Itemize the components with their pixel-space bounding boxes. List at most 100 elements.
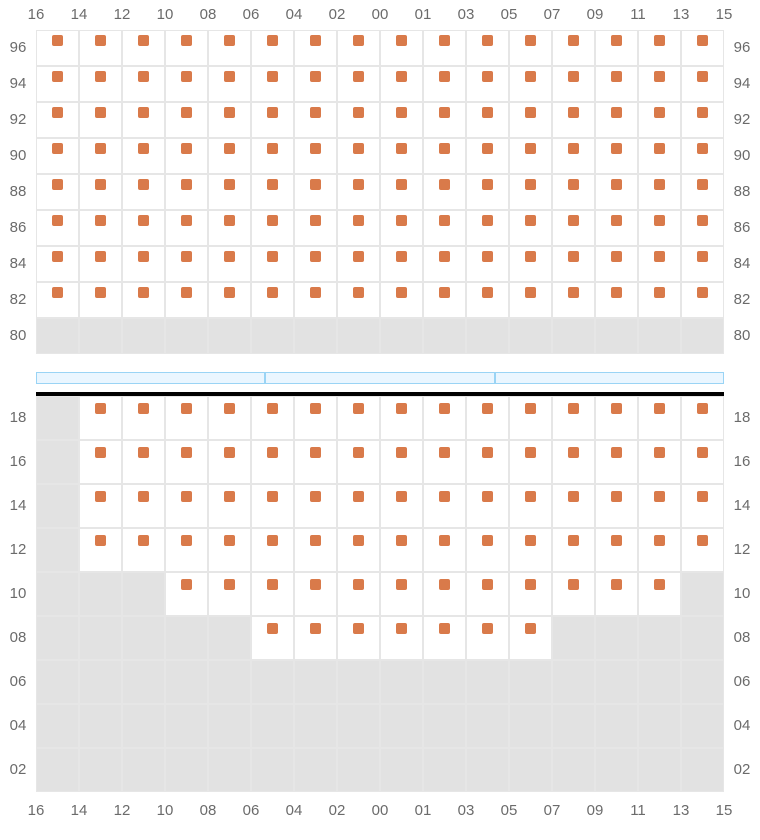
seat-marker[interactable] [525,179,536,190]
seat-marker[interactable] [138,251,149,262]
seat-marker[interactable] [353,287,364,298]
seat-marker[interactable] [95,403,106,414]
seat-marker[interactable] [181,491,192,502]
seat-marker[interactable] [568,251,579,262]
seat-marker[interactable] [310,251,321,262]
seat-marker[interactable] [697,287,708,298]
seat-marker[interactable] [181,35,192,46]
seat-marker[interactable] [396,251,407,262]
seat-marker[interactable] [353,623,364,634]
seat-marker[interactable] [267,215,278,226]
seat-marker[interactable] [267,623,278,634]
seat-marker[interactable] [697,491,708,502]
seat-marker[interactable] [611,107,622,118]
seat-marker[interactable] [224,447,235,458]
seat-marker[interactable] [568,491,579,502]
seat-marker[interactable] [654,35,665,46]
seat-marker[interactable] [224,143,235,154]
seat-marker[interactable] [224,71,235,82]
seat-marker[interactable] [138,143,149,154]
seat-marker[interactable] [697,179,708,190]
seat-marker[interactable] [310,287,321,298]
seat-marker[interactable] [525,535,536,546]
seat-marker[interactable] [52,287,63,298]
seat-marker[interactable] [439,535,450,546]
seat-marker[interactable] [439,447,450,458]
seat-marker[interactable] [224,215,235,226]
seat-marker[interactable] [611,447,622,458]
seat-marker[interactable] [525,35,536,46]
seat-marker[interactable] [95,143,106,154]
seat-marker[interactable] [525,491,536,502]
seat-marker[interactable] [396,287,407,298]
seat-marker[interactable] [224,107,235,118]
seat-marker[interactable] [353,179,364,190]
seat-marker[interactable] [611,71,622,82]
seat-marker[interactable] [138,447,149,458]
seat-marker[interactable] [525,287,536,298]
seat-marker[interactable] [482,251,493,262]
seat-marker[interactable] [138,215,149,226]
seat-marker[interactable] [310,179,321,190]
seat-marker[interactable] [267,143,278,154]
seat-marker[interactable] [654,447,665,458]
seat-marker[interactable] [654,579,665,590]
seat-marker[interactable] [267,579,278,590]
seat-marker[interactable] [482,179,493,190]
seat-marker[interactable] [353,71,364,82]
seat-marker[interactable] [611,251,622,262]
seat-marker[interactable] [396,491,407,502]
seat-marker[interactable] [611,179,622,190]
seat-marker[interactable] [611,579,622,590]
seat-marker[interactable] [568,143,579,154]
seat-marker[interactable] [568,107,579,118]
seat-marker[interactable] [697,35,708,46]
seat-marker[interactable] [353,579,364,590]
seat-marker[interactable] [568,287,579,298]
seat-marker[interactable] [654,403,665,414]
seat-marker[interactable] [181,535,192,546]
seat-marker[interactable] [267,491,278,502]
seat-marker[interactable] [439,403,450,414]
seat-marker[interactable] [310,403,321,414]
seat-marker[interactable] [697,535,708,546]
seat-marker[interactable] [353,215,364,226]
seat-marker[interactable] [439,491,450,502]
seat-marker[interactable] [224,491,235,502]
seat-marker[interactable] [568,403,579,414]
seat-marker[interactable] [654,215,665,226]
seat-marker[interactable] [654,71,665,82]
seat-marker[interactable] [95,179,106,190]
seat-marker[interactable] [95,107,106,118]
seat-marker[interactable] [396,403,407,414]
seat-marker[interactable] [224,579,235,590]
seat-marker[interactable] [568,71,579,82]
seat-marker[interactable] [611,535,622,546]
seat-marker[interactable] [310,535,321,546]
seat-marker[interactable] [138,179,149,190]
seat-marker[interactable] [439,143,450,154]
seat-marker[interactable] [52,251,63,262]
seat-marker[interactable] [482,107,493,118]
seat-marker[interactable] [568,535,579,546]
seat-marker[interactable] [697,143,708,154]
seat-marker[interactable] [697,215,708,226]
seat-marker[interactable] [52,143,63,154]
seat-marker[interactable] [525,107,536,118]
seat-marker[interactable] [181,215,192,226]
seat-marker[interactable] [568,447,579,458]
seat-marker[interactable] [482,491,493,502]
seat-marker[interactable] [138,491,149,502]
seat-marker[interactable] [267,287,278,298]
seat-marker[interactable] [439,287,450,298]
seat-marker[interactable] [396,623,407,634]
seat-marker[interactable] [181,251,192,262]
seat-marker[interactable] [611,287,622,298]
seat-marker[interactable] [353,535,364,546]
seat-marker[interactable] [654,287,665,298]
seat-marker[interactable] [482,403,493,414]
seat-marker[interactable] [353,491,364,502]
seat-marker[interactable] [525,623,536,634]
seat-marker[interactable] [525,251,536,262]
seat-marker[interactable] [224,535,235,546]
